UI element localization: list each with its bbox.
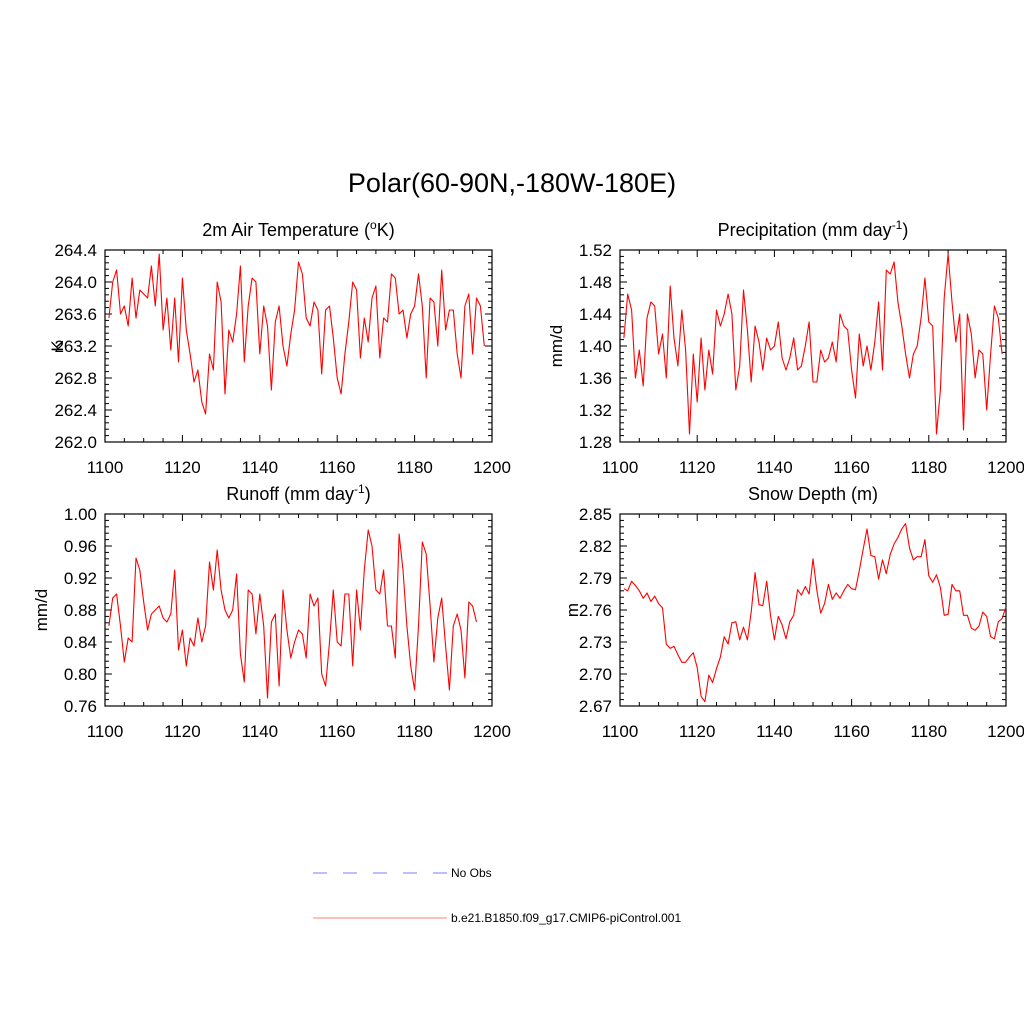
x-tick-label: 1160 (319, 722, 356, 741)
legend-label-no-obs: No Obs (451, 866, 492, 880)
y-axis-label: m (563, 603, 582, 617)
figure-title: Polar(60-90N,-180W-180E) (347, 168, 677, 198)
x-tick-label: 1180 (911, 722, 948, 741)
y-tick-label: 2.70 (579, 665, 612, 684)
legend: No Obs b.e21.B1850.f09_g17.CMIP6-piContr… (313, 866, 681, 925)
plot-frame (619, 249, 1007, 443)
y-axis-label: K (48, 340, 67, 352)
y-tick-label: 1.40 (579, 337, 612, 356)
y-tick-label: 1.36 (579, 369, 612, 388)
x-tick-label: 1200 (473, 458, 511, 477)
y-tick-label: 1.00 (64, 505, 97, 524)
panel-temperature: 1100 1120 1140 1160 1180 1200 262.0 262.4 262.8 2… (48, 218, 511, 477)
panel-title: 2m Air Temperature (oK) (202, 218, 394, 240)
x-tick-label: 1100 (87, 722, 124, 741)
y-tick-label: 2.82 (579, 537, 612, 556)
x-tick-label: 1160 (319, 458, 356, 477)
y-tick-label: 0.96 (64, 537, 97, 556)
y-tick-label: 0.76 (64, 697, 97, 716)
y-tick-label: 263.2 (54, 337, 97, 356)
y-tick-label: 0.80 (64, 665, 97, 684)
y-tick-label: 1.52 (579, 241, 612, 260)
x-tick-label: 1120 (164, 458, 201, 477)
y-tick-label: 262.0 (54, 433, 97, 452)
panel-snow-depth: 1100 1120 1140 1160 1180 1200 2.67 2.70 2.73 2.76… (563, 484, 1024, 741)
x-tick-label: 1140 (756, 458, 793, 477)
y-tick-label: 1.32 (579, 401, 612, 420)
y-tick-label: 1.44 (579, 305, 612, 324)
panel-title: Runoff (mm day-1) (226, 482, 370, 504)
x-tick-label: 1180 (911, 458, 948, 477)
plot-frame (104, 513, 493, 707)
series-line-temperature (108, 253, 485, 415)
x-tick-label: 1180 (396, 458, 433, 477)
y-tick-label: 1.48 (579, 273, 612, 292)
y-tick-label: 0.88 (64, 601, 97, 620)
y-tick-label: 262.4 (54, 401, 97, 420)
x-tick-label: 1200 (473, 722, 511, 741)
series-line-precipitation (623, 253, 1003, 435)
plot-frame (104, 249, 493, 443)
x-tick-label: 1120 (679, 722, 716, 741)
y-tick-label: 2.79 (579, 569, 612, 588)
x-tick-label: 1160 (833, 722, 870, 741)
panel-title: Snow Depth (m) (748, 484, 878, 504)
series-line-runoff (108, 529, 478, 699)
y-tick-label: 1.28 (579, 433, 612, 452)
panel-precipitation: 1100 1120 1140 1160 1180 1200 1.28 1.32 1.36 1.40… (547, 218, 1024, 477)
y-tick-label: 264.0 (54, 273, 97, 292)
x-tick-label: 1100 (602, 458, 639, 477)
legend-label-model: b.e21.B1850.f09_g17.CMIP6-piControl.001 (451, 911, 681, 925)
y-tick-label: 2.73 (579, 633, 612, 652)
y-tick-label: 0.84 (64, 633, 97, 652)
x-tick-label: 1180 (396, 722, 433, 741)
x-tick-label: 1140 (756, 722, 793, 741)
y-axis-label: mm/d (32, 589, 51, 632)
x-tick-label: 1120 (679, 458, 716, 477)
y-tick-label: 2.76 (579, 601, 612, 620)
panel-title: Precipitation (mm day-1) (718, 218, 909, 240)
series-line-snow-depth (623, 523, 1007, 703)
x-tick-label: 1100 (87, 458, 124, 477)
x-tick-label: 1200 (987, 722, 1024, 741)
y-tick-label: 263.6 (54, 305, 97, 324)
x-tick-label: 1120 (164, 722, 201, 741)
y-tick-label: 0.92 (64, 569, 97, 588)
x-tick-label: 1200 (987, 458, 1024, 477)
y-tick-label: 264.4 (54, 241, 97, 260)
panel-runoff: 1100 1120 1140 1160 1180 1200 0.76 0.80 0.84 0.88… (32, 482, 511, 741)
y-tick-label: 2.67 (579, 697, 612, 716)
plot-frame (619, 513, 1007, 707)
x-tick-label: 1140 (242, 722, 279, 741)
x-tick-label: 1160 (833, 458, 870, 477)
y-tick-label: 262.8 (54, 369, 97, 388)
y-axis-label: mm/d (547, 325, 566, 368)
y-tick-label: 2.85 (579, 505, 612, 524)
x-tick-label: 1100 (602, 722, 639, 741)
x-tick-label: 1140 (242, 458, 279, 477)
